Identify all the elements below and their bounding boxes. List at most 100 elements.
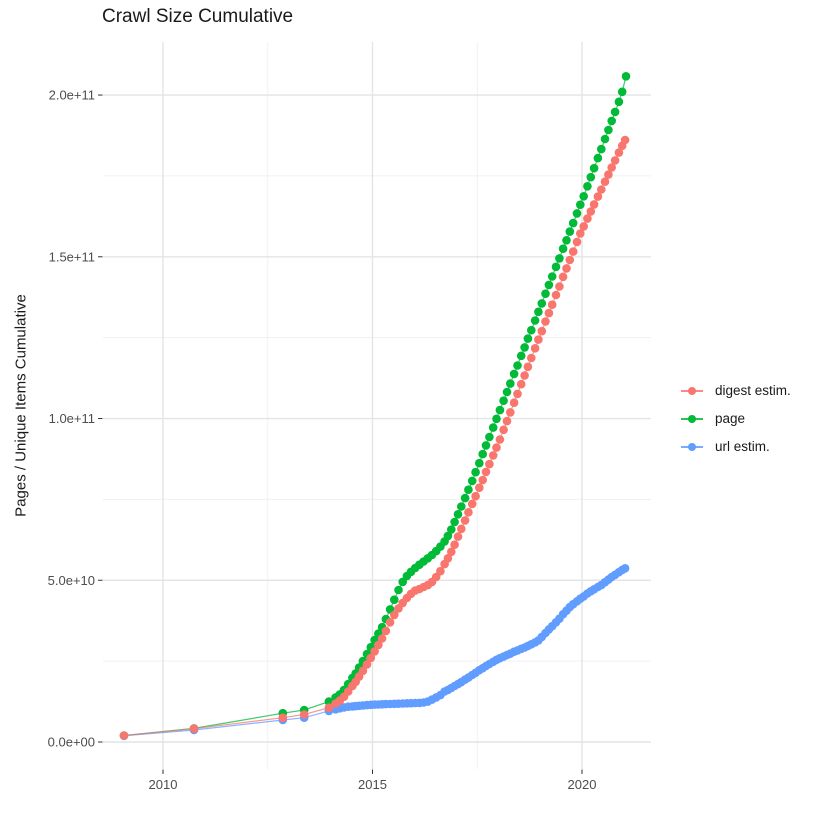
data-point: [471, 491, 480, 501]
legend-dot-icon: [688, 442, 696, 451]
data-point: [481, 467, 491, 477]
data-point: [607, 163, 616, 172]
data-point: [450, 517, 459, 527]
data-point: [568, 247, 578, 256]
data-point: [447, 547, 456, 557]
data-point: [621, 72, 631, 81]
data-point: [513, 389, 522, 399]
data-point: [614, 148, 624, 157]
data-point: [481, 441, 491, 450]
data-point: [453, 510, 463, 519]
data-point: [436, 566, 445, 576]
data-point: [604, 170, 613, 179]
data-point: [492, 443, 501, 452]
data-point: [189, 724, 199, 733]
data-point: [492, 414, 501, 424]
data-point: [509, 369, 519, 379]
data-point: [600, 134, 610, 144]
data-point: [513, 361, 522, 370]
gridlines-major: [103, 42, 651, 769]
data-point: [358, 666, 368, 676]
data-point: [370, 647, 379, 656]
y-tick-label: 2.0e+11: [49, 88, 95, 103]
legend-dot-icon: [688, 386, 696, 395]
data-point: [617, 87, 627, 97]
data-point: [450, 540, 459, 549]
data-point: [502, 416, 512, 426]
data-point: [547, 272, 557, 281]
data-point: [502, 387, 512, 397]
y-tick-label: 5.0e+10: [48, 573, 95, 588]
data-point: [485, 459, 494, 469]
legend-label-url: url estim.: [715, 439, 770, 454]
data-point: [610, 156, 620, 165]
x-tick-label: 2020: [568, 777, 597, 792]
data-point: [593, 192, 603, 201]
y-tick-label: 0.0e+00: [48, 734, 95, 749]
legend-key-url: [681, 440, 703, 454]
data-point: [362, 660, 372, 669]
data-point: [593, 153, 603, 163]
data-point: [551, 262, 561, 272]
legend-dot-icon: [688, 414, 696, 423]
data-point: [576, 229, 585, 238]
data-point: [586, 172, 596, 182]
data-point: [509, 398, 519, 408]
y-axis-title: Pages / Unique Items Cumulative: [12, 294, 30, 517]
data-point: [460, 516, 470, 525]
data-point: [506, 379, 515, 388]
series-url-estim: [119, 564, 630, 741]
data-point: [530, 344, 540, 353]
data-point: [565, 227, 575, 236]
data-point: [467, 476, 477, 486]
gridlines-minor: [103, 42, 651, 769]
legend-key-page: [681, 412, 703, 426]
data-point: [620, 564, 630, 573]
data-point: [544, 308, 554, 318]
data-point: [374, 640, 383, 650]
data-point: [576, 200, 585, 209]
data-point: [541, 289, 550, 299]
data-point: [562, 236, 571, 245]
data-point: [475, 483, 484, 493]
series-page: [119, 72, 631, 740]
data-point: [488, 423, 498, 432]
data-point: [457, 502, 466, 511]
data-point: [530, 316, 540, 325]
data-point: [366, 653, 376, 663]
data-point: [520, 343, 529, 352]
data-point: [534, 307, 543, 317]
data-point: [299, 710, 309, 719]
data-point: [390, 595, 399, 604]
data-point: [579, 222, 588, 231]
data-point: [119, 731, 129, 740]
data-point: [485, 432, 494, 442]
data-point: [499, 425, 508, 435]
data-point: [478, 449, 488, 459]
data-point: [597, 144, 606, 154]
data-point: [565, 255, 575, 265]
data-point: [394, 585, 403, 595]
data-point: [534, 335, 543, 344]
data-point: [443, 531, 453, 541]
data-point: [610, 107, 620, 117]
x-tick-label: 2015: [358, 777, 387, 792]
data-point: [555, 254, 564, 263]
data-point: [589, 163, 599, 173]
data-point: [600, 177, 610, 186]
data-point: [488, 451, 498, 460]
data-point: [547, 300, 557, 310]
chart-title: Crawl Size Cumulative: [102, 6, 294, 27]
axis-ticks-and-labels: 2010 2015 2020 0.0e+00 5.0e+10 1.0e+11 1.5e+11…: [48, 88, 597, 792]
data-point: [278, 713, 288, 722]
data-point: [555, 282, 564, 291]
data-point: [495, 435, 505, 444]
legend-item-page: page: [681, 407, 791, 430]
data-point: [516, 351, 526, 361]
data-point: [551, 290, 561, 300]
x-tick-label: 2010: [149, 777, 178, 792]
data-point: [537, 326, 547, 336]
data-point: [471, 467, 480, 477]
